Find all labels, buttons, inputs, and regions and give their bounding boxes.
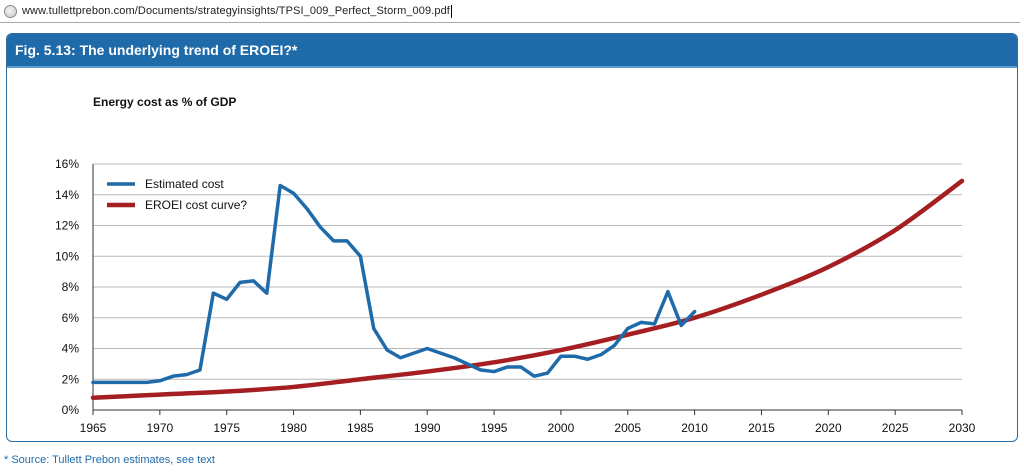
figure-panel: Fig. 5.13: The underlying trend of EROEI… [6,33,1018,442]
x-tick-label: 2015 [748,421,775,435]
eroei-cost-curve [90,178,965,400]
x-tick-label: 1980 [280,421,307,435]
x-tick-label: 2020 [815,421,842,435]
x-tick-label: 1965 [80,421,107,435]
estimated-cost-line [91,183,697,385]
x-tick-label: 1990 [414,421,441,435]
y-tick-label: 8% [62,280,80,294]
chart: Energy cost as % of GDP 0% 2% 4% 6% 8% 10% 12%… [55,95,976,435]
figure-header: Fig. 5.13: The underlying trend of EROEI… [7,34,1017,66]
y-tick-label: 4% [62,342,80,356]
header-divider [7,66,1017,68]
x-tick-label: 1970 [146,421,173,435]
page-icon [4,4,17,18]
url-text: www.tullettprebon.com/Documents/strategy… [22,5,450,17]
y-tick-label: 0% [62,403,80,417]
address-bar[interactable]: www.tullettprebon.com/Documents/strategy… [0,0,1020,23]
x-tick-label: 2005 [614,421,641,435]
y-tick-label: 14% [55,188,79,202]
x-tick-label: 2025 [882,421,909,435]
legend-label-eroei-curve: EROEI cost curve? [145,198,247,212]
y-tick-label: 6% [62,311,80,325]
y-tick-label: 2% [62,372,80,386]
figure-title: Fig. 5.13: The underlying trend of EROEI… [15,42,298,58]
legend-label-estimated-cost: Estimated cost [145,177,224,191]
source-note: * Source: Tullett Prebon estimates, see … [4,454,215,466]
y-tick-label: 12% [55,219,79,233]
x-tick-label: 2000 [548,421,575,435]
x-tick-label: 2010 [681,421,708,435]
x-tick-label: 1985 [347,421,374,435]
x-tick-label: 1995 [481,421,508,435]
x-tick-label: 1975 [213,421,240,435]
y-tick-label: 16% [55,157,79,171]
y-axis-label: Energy cost as % of GDP [93,95,236,109]
text-cursor [450,4,452,18]
y-tick-label: 10% [55,249,79,263]
x-tick-label: 2030 [949,421,976,435]
